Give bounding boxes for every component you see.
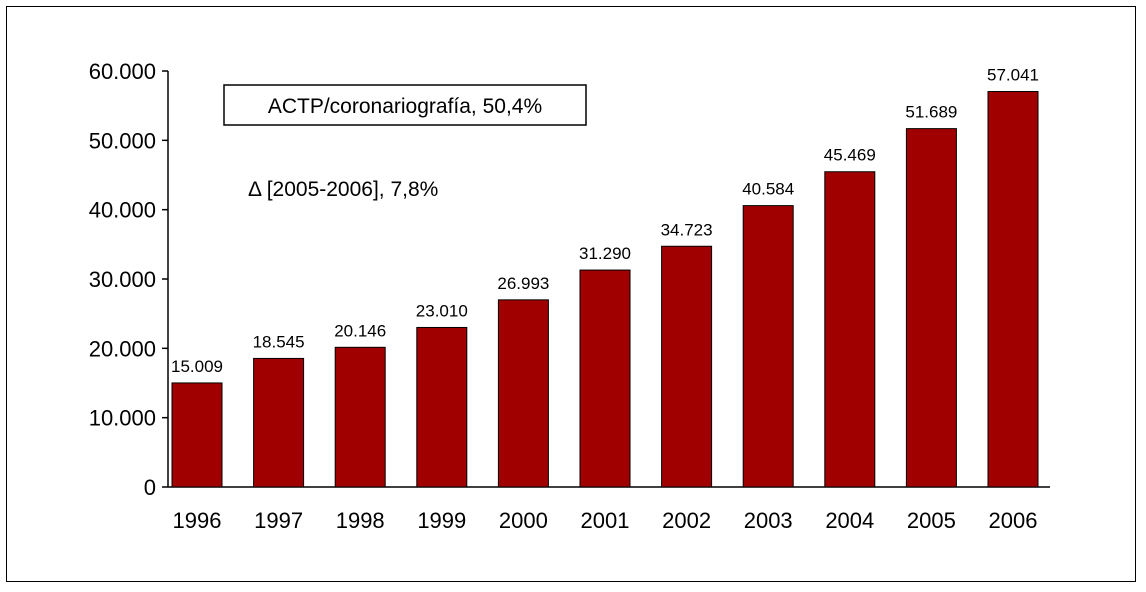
- bar: [579, 269, 631, 488]
- bar: [253, 357, 305, 488]
- x-tick-label: 2003: [744, 508, 793, 533]
- y-tick-label: 50.000: [89, 128, 156, 153]
- y-tick-label: 20.000: [89, 336, 156, 361]
- y-tick-label: 0: [144, 475, 156, 500]
- bar: [824, 171, 876, 488]
- y-tick-label: 30.000: [89, 267, 156, 292]
- chart-frame: [6, 6, 1136, 582]
- y-tick-label: 40.000: [89, 198, 156, 223]
- x-tick-label: 2004: [825, 508, 874, 533]
- data-label: 40.584: [742, 180, 794, 199]
- bar: [497, 299, 549, 488]
- data-label: 26.993: [497, 274, 549, 293]
- x-tick-label: 2005: [907, 508, 956, 533]
- bar: [661, 245, 713, 488]
- bar: [742, 205, 794, 488]
- bar: [905, 128, 957, 488]
- data-label: 57.041: [987, 66, 1039, 85]
- data-label: 23.010: [416, 301, 468, 320]
- bar: [171, 382, 223, 488]
- bar: [334, 346, 386, 488]
- x-tick-label: 1996: [173, 508, 222, 533]
- x-tick-label: 1999: [417, 508, 466, 533]
- data-label: 34.723: [661, 220, 713, 239]
- data-label: 18.545: [253, 332, 305, 351]
- annotation-box: [223, 84, 587, 126]
- data-label: 15.009: [171, 357, 223, 376]
- annotation-delta-text: Δ [2005-2006], 7,8%: [248, 178, 438, 201]
- value-labels: 15.009 18.545 20.146 23.010 26.993 31.290 34.7…: [171, 66, 1039, 376]
- bars: [171, 91, 1039, 488]
- x-tick-label: 2002: [662, 508, 711, 533]
- annotations: ACTP/coronariografía, 50,4% Δ [2005-2006…: [223, 84, 587, 201]
- data-label: 51.689: [905, 103, 957, 122]
- y-tick-label: 60.000: [89, 59, 156, 84]
- data-label: 31.290: [579, 244, 631, 263]
- data-label: 45.469: [824, 146, 876, 165]
- axes: 0 10.000 20.000 30.000 40.000 50.000 60.000 199…: [89, 59, 1050, 533]
- x-tick-label: 2000: [499, 508, 548, 533]
- x-tick-label: 1997: [254, 508, 303, 533]
- x-tick-label: 1998: [336, 508, 385, 533]
- x-tick-label: 2001: [581, 508, 630, 533]
- data-label: 20.146: [334, 321, 386, 340]
- annotation-boxed-text: ACTP/coronariografía, 50,4%: [268, 95, 542, 118]
- x-tick-label: 2006: [989, 508, 1038, 533]
- bar: [416, 326, 468, 488]
- bar: [987, 91, 1039, 488]
- y-tick-label: 10.000: [89, 406, 156, 431]
